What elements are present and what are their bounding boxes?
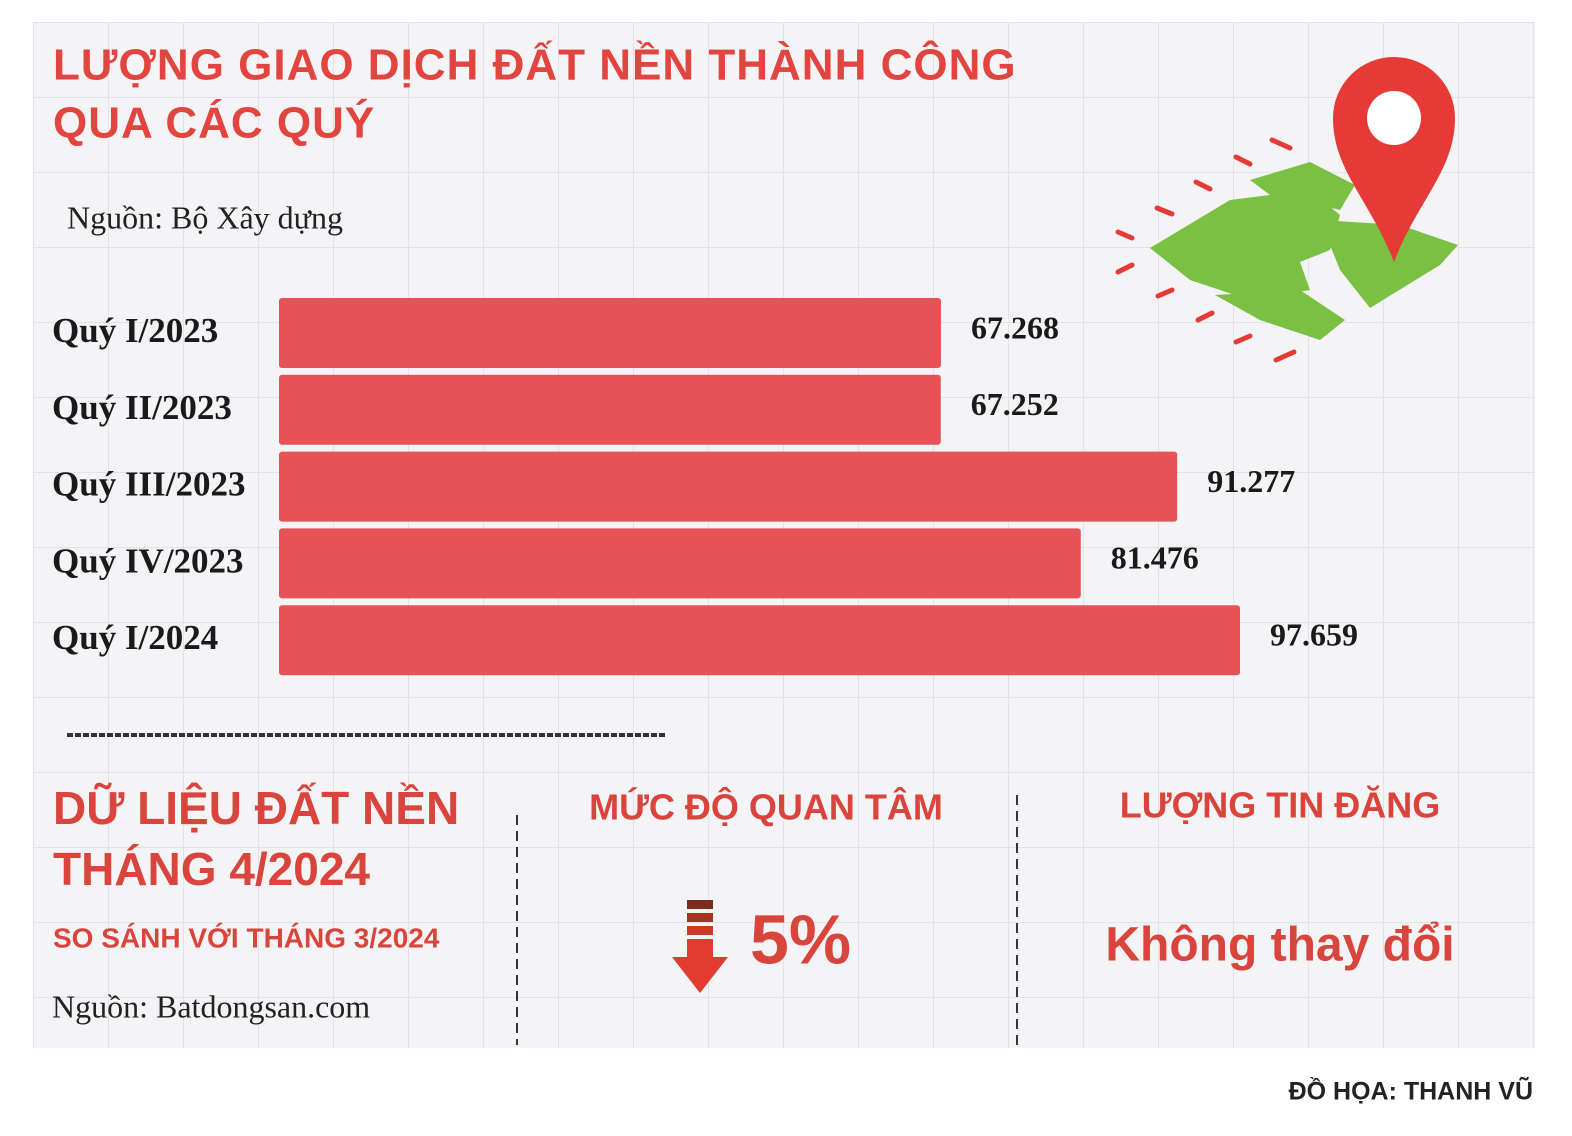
value-label: 81.476: [1111, 540, 1199, 576]
bar: [279, 298, 941, 368]
bar: [279, 451, 1178, 522]
listings-change: Không thay đổi: [1105, 919, 1454, 972]
listings-label: LƯỢNG TIN ĐĂNG: [1120, 785, 1441, 826]
value-label: 91.277: [1207, 463, 1295, 499]
summary-title: DỮ LIỆU ĐẤT NỀN: [53, 782, 459, 834]
category-label: Quý IV/2023: [52, 541, 244, 580]
interest-label: MỨC ĐỘ QUAN TÂM: [589, 786, 943, 828]
summary-subtitle: SO SÁNH VỚI THÁNG 3/2024: [53, 922, 440, 953]
chart-source: Nguồn: Bộ Xây dựng: [67, 199, 343, 235]
value-label: 67.252: [971, 386, 1059, 422]
category-label: Quý I/2023: [52, 311, 218, 350]
summary-source: Nguồn: Batdongsan.com: [52, 988, 370, 1024]
value-label: 67.268: [971, 309, 1059, 345]
chart-title: QUA CÁC QUÝ: [53, 98, 375, 148]
map-icon: [1115, 57, 1458, 363]
bar: [279, 528, 1081, 599]
bar: [279, 374, 941, 445]
chart-title: LƯỢNG GIAO DỊCH ĐẤT NỀN THÀNH CÔNG: [53, 39, 1017, 90]
category-label: Quý III/2023: [52, 465, 246, 504]
interest-change: 5%: [750, 900, 851, 978]
down-arrow: [672, 900, 728, 993]
category-label: Quý I/2024: [52, 618, 218, 657]
bar: [279, 605, 1240, 676]
summary-title: THÁNG 4/2024: [53, 843, 370, 895]
category-label: Quý II/2023: [52, 388, 232, 427]
credit: ĐỒ HỌA: THANH VŨ: [1289, 1076, 1533, 1106]
value-label: 97.659: [1270, 617, 1358, 653]
